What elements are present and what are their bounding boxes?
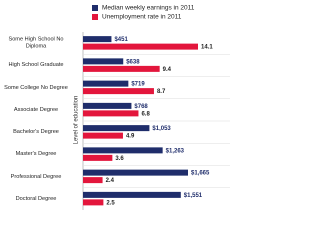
category-label: Master's Degree xyxy=(15,151,57,158)
legend-swatch xyxy=(92,5,98,11)
category-label: Some College No Degree xyxy=(4,84,68,91)
bar xyxy=(83,125,150,132)
category-label: Doctoral Degree xyxy=(15,195,57,202)
value-label: 8.7 xyxy=(157,89,166,95)
value-label: $451 xyxy=(114,37,128,43)
bar xyxy=(83,177,103,184)
value-label: 2.5 xyxy=(106,200,115,206)
category-label: Associate Degree xyxy=(13,106,59,113)
value-label: 6.8 xyxy=(141,111,150,117)
value-label: 2.4 xyxy=(106,178,115,184)
bar xyxy=(83,102,132,109)
category-label: Some High School No Diploma xyxy=(8,36,64,50)
value-label: $1,665 xyxy=(191,171,210,177)
value-label: 14.1 xyxy=(201,45,213,51)
category-label: Bachelor's Degree xyxy=(13,128,59,135)
value-label: 4.9 xyxy=(126,134,135,140)
bar xyxy=(83,199,104,206)
value-label: $1,263 xyxy=(166,148,185,154)
legend-label: Unemployment rate in 2011 xyxy=(102,14,182,21)
bar xyxy=(83,36,112,43)
category-label: Professional Degree xyxy=(10,173,62,180)
bar xyxy=(83,88,154,95)
bar xyxy=(83,191,181,198)
chart-container: Level of education Median weekly earning… xyxy=(4,5,230,210)
bar xyxy=(83,80,129,87)
legend-swatch xyxy=(92,14,98,20)
category-label: High School Graduate xyxy=(8,62,64,69)
value-label: $638 xyxy=(126,59,140,65)
bar xyxy=(83,132,123,139)
y-axis-label: Level of education xyxy=(74,96,80,145)
value-label: 9.4 xyxy=(163,67,172,73)
bar xyxy=(83,43,198,50)
bar xyxy=(83,169,188,176)
bar xyxy=(83,110,139,117)
bar xyxy=(83,65,160,72)
legend-label: Median weekly earnings in 2011 xyxy=(102,5,195,12)
value-label: 3.6 xyxy=(115,156,124,162)
value-label: $1,551 xyxy=(184,193,203,199)
bar xyxy=(83,154,113,161)
value-label: $719 xyxy=(131,82,145,88)
value-label: $768 xyxy=(134,104,148,110)
value-label: $1,053 xyxy=(152,126,171,132)
bar xyxy=(83,147,163,154)
bar xyxy=(83,58,124,65)
chart: Level of education Median weekly earning… xyxy=(74,5,230,210)
